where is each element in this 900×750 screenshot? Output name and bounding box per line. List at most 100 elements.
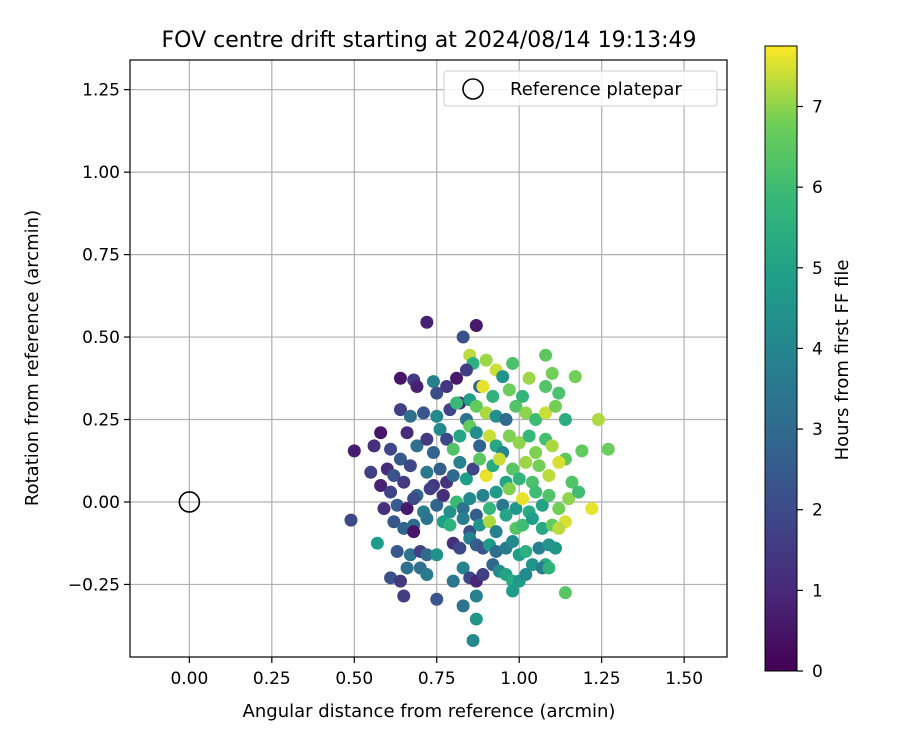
data-point bbox=[423, 482, 437, 496]
data-point bbox=[403, 548, 417, 562]
data-point bbox=[393, 403, 407, 417]
data-point bbox=[364, 465, 378, 479]
data-point bbox=[397, 589, 411, 603]
data-point bbox=[496, 370, 510, 384]
data-point bbox=[519, 455, 533, 469]
data-point bbox=[443, 518, 457, 532]
y-axis-ticks: −0.25 0.00 0.25 0.50 0.75 1.00 1.25 bbox=[68, 81, 130, 595]
data-point bbox=[539, 380, 553, 394]
data-point bbox=[374, 426, 388, 440]
data-point bbox=[446, 469, 460, 483]
colorbar-label: Hours from first FF file bbox=[832, 260, 853, 461]
data-point bbox=[469, 426, 483, 440]
data-point bbox=[502, 482, 516, 496]
data-point bbox=[545, 366, 559, 380]
data-point bbox=[509, 399, 523, 413]
y-axis-label: Rotation from reference (arcmin) bbox=[22, 210, 43, 506]
colorbar-tick-label: 0 bbox=[812, 662, 823, 682]
data-point bbox=[420, 432, 434, 446]
data-point bbox=[565, 475, 579, 489]
data-point bbox=[433, 462, 447, 476]
y-tick-label: −0.25 bbox=[68, 575, 120, 595]
data-point bbox=[572, 485, 586, 499]
data-point bbox=[539, 348, 553, 362]
data-point bbox=[433, 422, 447, 436]
data-point bbox=[387, 469, 401, 483]
data-point bbox=[522, 429, 536, 443]
reference-marker bbox=[178, 491, 201, 513]
colorbar-gradient bbox=[764, 45, 798, 672]
data-point bbox=[347, 444, 361, 458]
data-point bbox=[450, 371, 464, 385]
data-point bbox=[542, 561, 556, 575]
grid-lines bbox=[130, 60, 727, 657]
data-point bbox=[393, 452, 407, 466]
data-point bbox=[502, 429, 516, 443]
y-tick-label: 0.75 bbox=[82, 246, 120, 266]
data-point bbox=[453, 541, 467, 555]
data-point bbox=[430, 498, 444, 512]
y-tick-label: 1.00 bbox=[82, 163, 120, 183]
data-point bbox=[456, 561, 470, 575]
x-tick-label: 1.50 bbox=[665, 669, 703, 689]
data-point bbox=[420, 511, 434, 525]
data-point bbox=[407, 525, 421, 539]
data-point bbox=[506, 535, 520, 549]
data-point bbox=[562, 492, 576, 506]
data-point bbox=[542, 488, 556, 502]
data-point bbox=[483, 429, 497, 443]
data-point bbox=[479, 353, 493, 367]
data-point bbox=[387, 515, 401, 529]
data-point bbox=[591, 413, 605, 427]
reference-platepar-point bbox=[178, 491, 201, 513]
data-point bbox=[407, 492, 421, 506]
data-point bbox=[446, 574, 460, 588]
data-point bbox=[532, 541, 546, 555]
data-point bbox=[499, 413, 513, 427]
x-tick-label: 0.75 bbox=[418, 669, 456, 689]
data-point bbox=[575, 444, 589, 458]
plot-frame bbox=[129, 59, 728, 658]
y-tick-label: 0.50 bbox=[82, 328, 120, 348]
data-point bbox=[558, 586, 572, 600]
data-point bbox=[492, 452, 506, 466]
data-point bbox=[476, 488, 490, 502]
data-point bbox=[450, 396, 464, 410]
data-point bbox=[496, 498, 510, 512]
data-point bbox=[400, 502, 414, 516]
colorbar: 0 1 2 3 4 5 6 7 Hours from first FF file bbox=[764, 45, 853, 682]
data-point bbox=[456, 599, 470, 613]
data-point bbox=[489, 525, 503, 539]
data-point bbox=[430, 386, 444, 400]
data-point bbox=[420, 548, 434, 562]
data-point bbox=[384, 571, 398, 585]
data-point bbox=[499, 508, 513, 522]
data-point bbox=[420, 315, 434, 329]
data-point bbox=[374, 478, 388, 492]
data-point bbox=[403, 409, 417, 423]
data-point bbox=[516, 518, 530, 532]
data-point bbox=[403, 459, 417, 473]
data-point bbox=[473, 439, 487, 453]
colorbar-ticks: 0 1 2 3 4 5 6 7 bbox=[797, 97, 823, 682]
data-point bbox=[469, 399, 483, 413]
colorbar-tick-label: 1 bbox=[812, 581, 823, 601]
data-point bbox=[466, 634, 480, 648]
data-point bbox=[400, 561, 414, 575]
data-point bbox=[344, 513, 358, 527]
data-point bbox=[417, 406, 431, 420]
legend: Reference platepar bbox=[443, 70, 718, 107]
data-point bbox=[453, 429, 467, 443]
data-point bbox=[466, 462, 480, 476]
data-point bbox=[440, 380, 454, 394]
data-point bbox=[420, 465, 434, 479]
data-point bbox=[397, 475, 411, 489]
data-point bbox=[400, 426, 414, 440]
data-point bbox=[469, 508, 483, 522]
data-point bbox=[552, 455, 566, 469]
data-point bbox=[516, 492, 530, 506]
data-point bbox=[426, 375, 440, 389]
data-point bbox=[463, 492, 477, 506]
data-point bbox=[430, 409, 444, 423]
data-point bbox=[410, 439, 424, 453]
